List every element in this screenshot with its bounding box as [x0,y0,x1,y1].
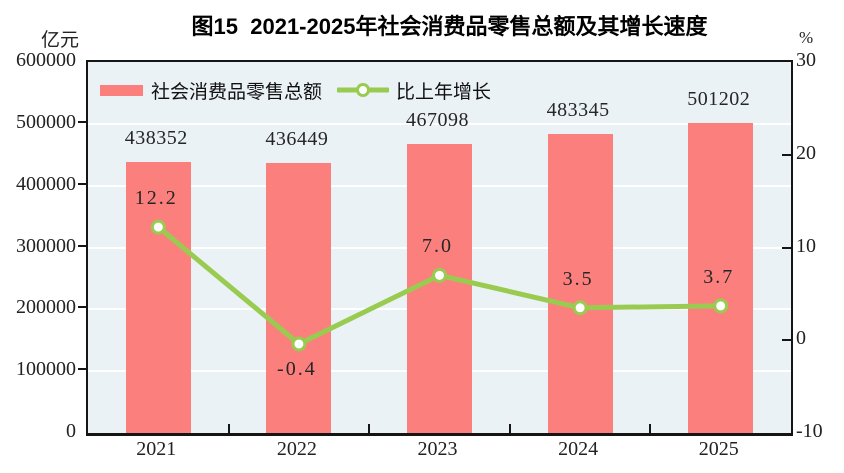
left-axis-label: 400000 [16,172,76,195]
x-axis-label: 2025 [698,438,739,460]
left-axis-tick [78,182,86,185]
legend-line-label: 比上年增长 [396,81,492,103]
left-axis-label: 0 [66,420,76,442]
legend-bar-swatch [100,84,143,96]
x-axis-tick [227,424,230,433]
line-value-label: 12.2 [134,187,178,210]
line-value-label: 3.7 [703,265,735,288]
bar-value-label: 438352 [124,126,188,149]
left-axis-label: 200000 [16,296,76,319]
left-axis-unit-label: 亿元 [41,30,80,51]
bar-value-label: 436449 [265,128,329,151]
left-axis-label: 300000 [16,234,76,257]
x-axis-label: 2024 [558,438,599,460]
bar-2024 [547,134,613,433]
line-marker [572,300,588,316]
left-axis-tick [78,306,86,309]
gridline [88,122,791,125]
right-axis-label: 10 [796,234,816,257]
plot-area: 社会消费品零售总额 比上年增长 [86,60,793,436]
left-axis-tick [78,244,86,247]
right-axis-tick [782,153,791,156]
line-marker [432,267,447,283]
right-axis-label: 30 [796,49,816,71]
left-axis-tick [78,120,86,123]
bar-2025 [688,123,754,433]
bar-value-label: 483345 [546,99,610,122]
left-axis-label: 500000 [16,110,76,133]
legend: 社会消费品零售总额 比上年增长 [100,78,492,103]
legend-line-marker [335,82,391,98]
right-axis-tick [782,246,791,249]
bar-value-label: 467098 [406,109,469,132]
x-axis-tick [508,424,511,433]
left-axis-tick [78,368,86,371]
chart-title: 图15 2021-2025年社会消费品零售总额及其增长速度 [191,14,708,39]
legend-bar-label: 社会消费品零售总额 [151,81,323,103]
left-axis-label: 100000 [16,358,76,381]
right-axis-unit-label: % [799,28,814,47]
line-value-label: 7.0 [422,235,453,258]
right-axis-label: -10 [796,420,823,442]
x-axis-label: 2021 [136,438,177,460]
line-series [150,219,729,352]
x-axis-tick [649,424,652,433]
bar-2021 [125,161,191,433]
left-axis-label: 600000 [16,49,76,71]
right-axis-tick [782,339,791,342]
x-axis-label: 2023 [417,438,458,460]
right-axis-label: 0 [796,327,806,350]
bar-2022 [266,163,332,433]
line-value-label: -0.4 [277,357,317,380]
x-axis-label: 2022 [276,438,317,460]
line-marker [150,219,166,235]
right-axis-label: 20 [796,141,816,164]
line-marker [713,298,729,314]
line-value-label: 3.5 [562,267,594,290]
x-axis-tick [368,424,371,433]
line-marker [291,336,307,352]
bar-value-label: 501202 [687,88,751,111]
